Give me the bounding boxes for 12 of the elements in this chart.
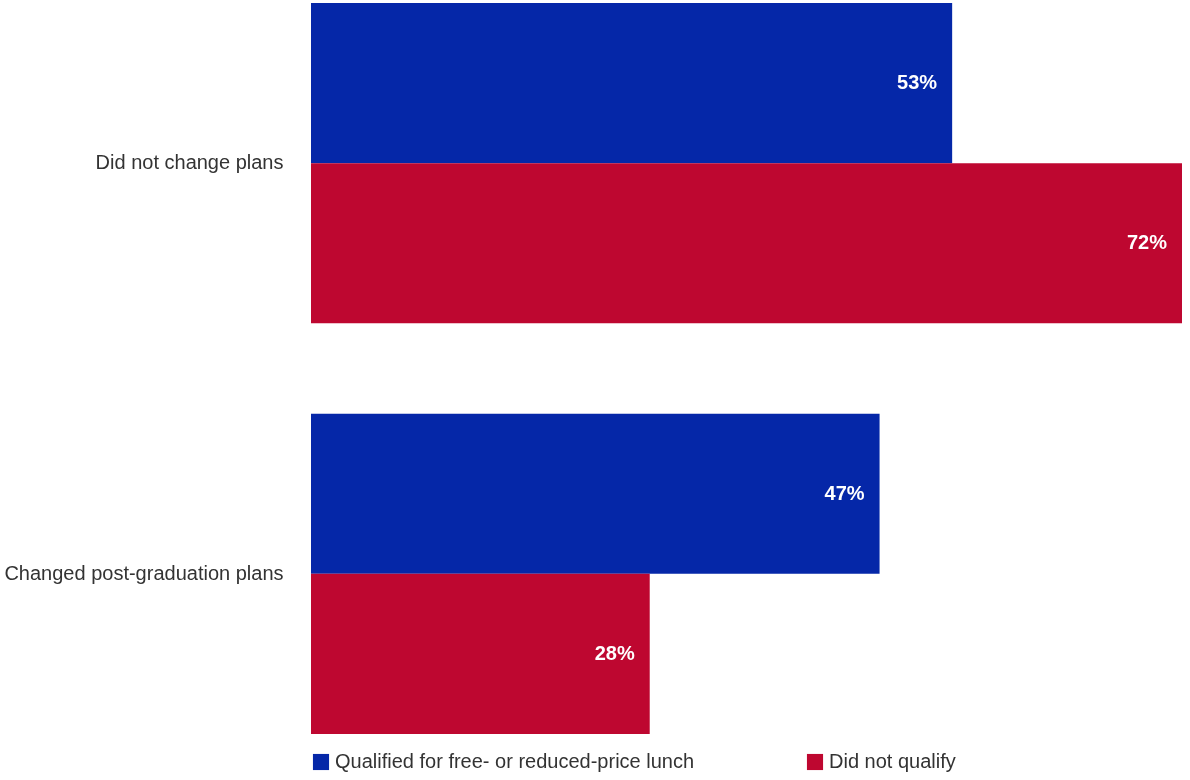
data-label: 72% — [1126, 231, 1168, 254]
bar — [311, 413, 880, 574]
data-label: 47% — [824, 481, 865, 504]
y-tick-label: Did not change plans — [95, 151, 284, 174]
y-tick-label: Changed post-graduation plans — [4, 561, 284, 584]
bar — [311, 163, 1182, 324]
data-label: 28% — [594, 641, 635, 664]
bar — [311, 573, 650, 734]
legend-label: Did not qualify — [829, 750, 956, 772]
bar — [311, 3, 953, 164]
legend-label: Qualified for free- or reduced-price lunch — [335, 750, 695, 772]
data-label: 53% — [897, 71, 938, 94]
